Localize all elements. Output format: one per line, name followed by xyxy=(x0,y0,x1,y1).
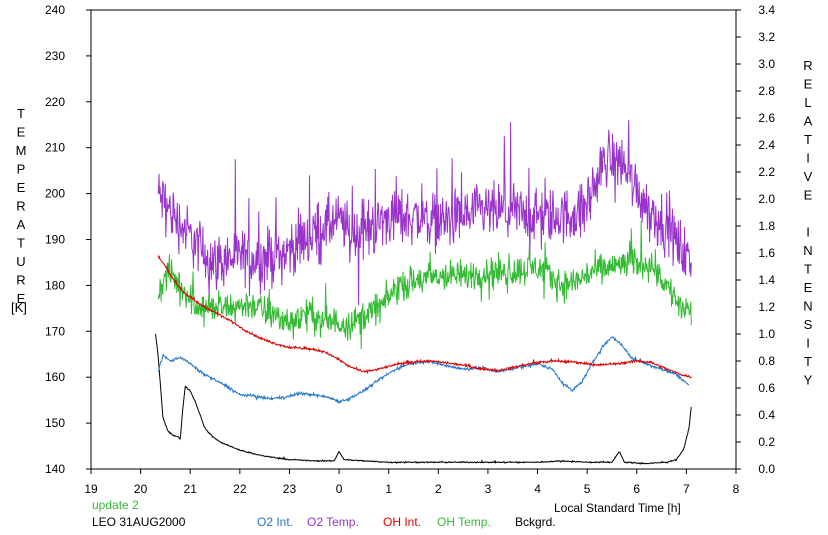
ylabel-right-letter: N xyxy=(803,299,812,314)
x-tick-label: 21 xyxy=(184,482,198,496)
ylabel-left-letter: E xyxy=(17,180,26,195)
legend: O2 Int. O2 Temp. OH Int. OH Temp. Bckgrd. xyxy=(257,515,556,529)
legend-entry: Bckgrd. xyxy=(515,515,556,529)
series-line xyxy=(157,335,690,405)
y-right-tick-label: 2.4 xyxy=(758,138,775,152)
ylabel-right-letter: Y xyxy=(804,373,813,388)
y-right-tick-label: 0.0 xyxy=(758,462,775,476)
ylabel-left-letter: U xyxy=(16,254,25,269)
ylabel-left-letter: R xyxy=(16,199,25,214)
y-right-tick-label: 1.2 xyxy=(758,300,775,314)
x-tick-label: 8 xyxy=(733,482,740,496)
y-left-tick-label: 190 xyxy=(45,233,65,247)
ylabel-left-letter: E xyxy=(17,291,26,306)
ylabel-left-letter: R xyxy=(16,273,25,288)
y-left-tick-label: 170 xyxy=(45,324,65,338)
ylabel-left-letter: P xyxy=(17,162,26,177)
x-axis-title: Local Standard Time [h] xyxy=(554,501,681,515)
ylabel-right-letter: R xyxy=(803,58,812,73)
footer-station: LEO 31AUG2000 xyxy=(92,515,186,529)
legend-entry: O2 Temp. xyxy=(307,515,359,529)
y-left-tick-label: 210 xyxy=(45,141,65,155)
ylabel-right-letter: T xyxy=(804,354,812,369)
ylabel-left-letter: E xyxy=(17,125,26,140)
ylabel-right-letter: E xyxy=(804,77,813,92)
ylabel-right-letter: N xyxy=(803,243,812,258)
series-line xyxy=(157,220,692,350)
x-tick-label: 19 xyxy=(84,482,98,496)
y-right-tick-label: 3.0 xyxy=(758,57,775,71)
x-tick-label: 20 xyxy=(134,482,148,496)
plot-frame xyxy=(90,9,737,470)
y-right-tick-label: 2.8 xyxy=(758,84,775,98)
y-left-tick-label: 240 xyxy=(45,3,65,17)
x-tick-label: 2 xyxy=(435,482,442,496)
ylabel-left-letter: T xyxy=(17,106,25,121)
series-line xyxy=(155,333,692,465)
legend-entry: OH Int. xyxy=(383,515,421,529)
y-left-tick-label: 200 xyxy=(45,187,65,201)
y-left-tick-label: 160 xyxy=(45,370,65,384)
y-right-tick-label: 0.4 xyxy=(758,408,775,422)
y-right-tick-label: 1.4 xyxy=(758,273,775,287)
y-right-tick-label: 2.0 xyxy=(758,192,775,206)
x-tick-label: 5 xyxy=(584,482,591,496)
y-right-tick-label: 2.6 xyxy=(758,111,775,125)
x-tick-label: 23 xyxy=(283,482,297,496)
ylabel-left-letter: T xyxy=(17,236,25,251)
series-line xyxy=(157,255,692,379)
legend-entry: O2 Int. xyxy=(257,515,293,529)
ylabel-left-letter: M xyxy=(16,143,27,158)
x-tick-label: 3 xyxy=(485,482,492,496)
ylabel-right-letter: I xyxy=(806,151,810,166)
y-right-tick-label: 3.4 xyxy=(758,3,775,17)
x-tick-label: 0 xyxy=(336,482,343,496)
ylabel-right-letter: V xyxy=(804,169,813,184)
legend-entry: OH Temp. xyxy=(437,515,491,529)
y-left-tick-label: 180 xyxy=(45,278,65,292)
y-left-tick-label: 150 xyxy=(45,416,65,430)
ylabel-right-letter: T xyxy=(804,132,812,147)
x-tick-label: 6 xyxy=(633,482,640,496)
ylabel-left-letter: A xyxy=(17,217,26,232)
label-layer: 19 20 21 22 23 0 1 2 3 4 5 6 7 8140150160170180190200… xyxy=(16,3,813,496)
x-tick-label: 4 xyxy=(534,482,541,496)
footer-status: update 2 xyxy=(92,498,139,512)
series-line xyxy=(157,120,692,306)
y-right-tick-label: 1.0 xyxy=(758,327,775,341)
y-right-tick-label: 0.8 xyxy=(758,354,775,368)
x-tick-label: 7 xyxy=(683,482,690,496)
x-tick-label: 1 xyxy=(385,482,392,496)
y-right-tick-label: 0.2 xyxy=(758,435,775,449)
y-left-tick-label: 220 xyxy=(45,95,65,109)
y-right-tick-label: 0.6 xyxy=(758,381,775,395)
ylabel-right-letter: E xyxy=(804,280,813,295)
y-right-tick-label: 1.8 xyxy=(758,219,775,233)
ylabel-right-letter: S xyxy=(804,317,813,332)
axis-layer xyxy=(86,9,741,474)
x-tick-label: 22 xyxy=(233,482,247,496)
ylabel-right-letter: I xyxy=(806,336,810,351)
series-layer xyxy=(155,120,692,465)
ylabel-right-letter: E xyxy=(804,188,813,203)
y-left-tick-label: 230 xyxy=(45,49,65,63)
y-right-tick-label: 2.2 xyxy=(758,165,775,179)
ylabel-right-letter: A xyxy=(804,114,813,129)
y-right-tick-label: 1.6 xyxy=(758,246,775,260)
y-left-tick-label: 140 xyxy=(45,462,65,476)
y-right-tick-label: 3.2 xyxy=(758,30,775,44)
ylabel-right-letter: I xyxy=(806,225,810,240)
ylabel-left-unit: [K] xyxy=(11,300,27,315)
ylabel-right-letter: L xyxy=(804,95,811,110)
ylabel-right-letter: T xyxy=(804,262,812,277)
